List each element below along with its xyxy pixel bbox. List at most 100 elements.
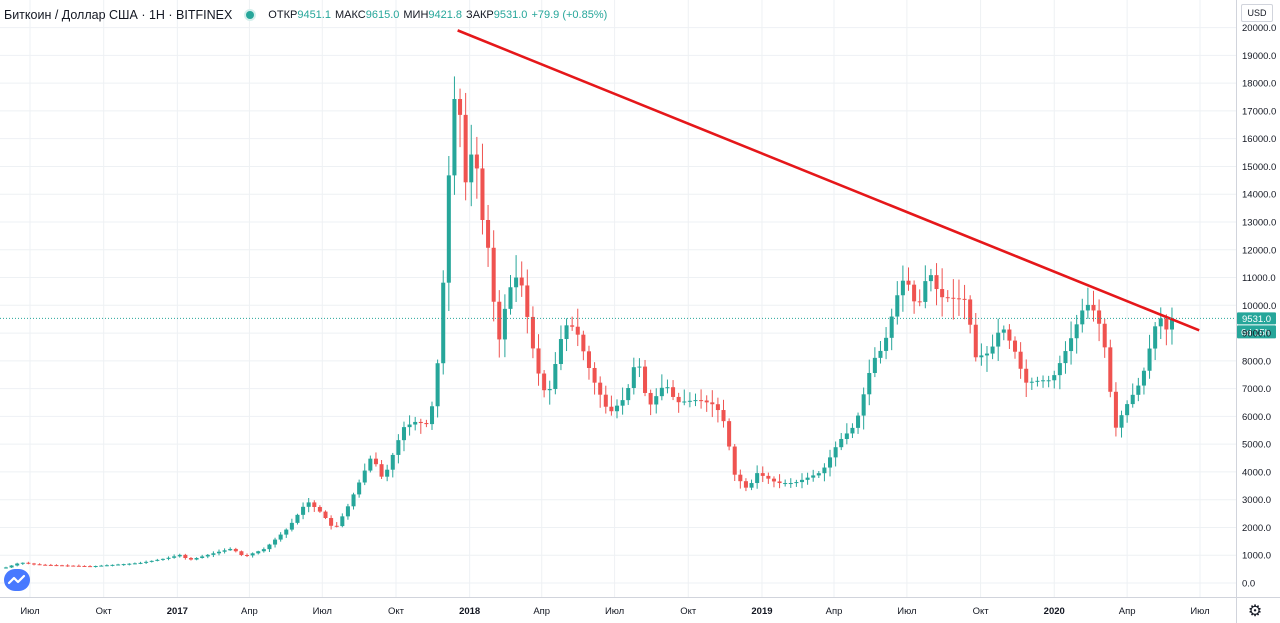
candle-body bbox=[934, 275, 939, 290]
candle-body bbox=[979, 355, 984, 358]
y-tick-label: 15000.0 bbox=[1242, 162, 1276, 173]
candle-body bbox=[177, 554, 182, 557]
x-tick-label: Окт bbox=[973, 606, 990, 617]
candle-body bbox=[671, 387, 676, 397]
candle-body bbox=[620, 400, 625, 406]
candle-body bbox=[1169, 318, 1174, 330]
candle-body bbox=[396, 440, 401, 455]
candle-body bbox=[31, 563, 37, 565]
candle-body bbox=[351, 494, 356, 507]
low-value: 9421.8 bbox=[428, 9, 463, 21]
candle-body bbox=[1057, 363, 1062, 376]
candle-body bbox=[93, 566, 98, 568]
x-tick-label: Июл bbox=[1190, 606, 1209, 617]
candle-body bbox=[693, 400, 698, 402]
candle-body bbox=[626, 388, 631, 401]
candle-body bbox=[816, 473, 821, 476]
candle-body bbox=[592, 367, 597, 383]
candle-body bbox=[250, 553, 255, 556]
candle-body bbox=[278, 534, 283, 540]
candle-body bbox=[54, 565, 59, 567]
candle-body bbox=[284, 529, 289, 535]
candle-body bbox=[1085, 304, 1090, 311]
symbol-title[interactable]: Биткоин / Доллар США · 1Н · BITFINEX bbox=[4, 8, 233, 22]
candle-body bbox=[844, 433, 849, 439]
candle-body bbox=[424, 423, 429, 425]
grid bbox=[0, 0, 1236, 597]
x-tick-label: Апр bbox=[826, 606, 843, 617]
candle-body bbox=[20, 562, 25, 564]
candle-body bbox=[1119, 415, 1124, 428]
candle-body bbox=[609, 406, 614, 412]
candle-body bbox=[301, 506, 306, 515]
candle-body bbox=[900, 280, 905, 296]
candle-body bbox=[385, 469, 390, 477]
tradingview-logo-icon[interactable] bbox=[4, 569, 30, 591]
candle-body bbox=[1164, 318, 1169, 330]
candle-body bbox=[429, 406, 435, 425]
candle-body bbox=[1018, 351, 1023, 369]
candle-body bbox=[648, 392, 653, 405]
candle-body bbox=[491, 247, 496, 302]
candle-body bbox=[822, 467, 827, 474]
countdown-tag-label: 6d 15h bbox=[1241, 327, 1270, 338]
currency-button[interactable]: USD bbox=[1241, 4, 1273, 22]
x-tick-label: Июл bbox=[313, 606, 332, 617]
candle-body bbox=[951, 297, 956, 299]
candle-body bbox=[132, 563, 137, 565]
candle-body bbox=[878, 350, 883, 358]
candle-body bbox=[665, 387, 670, 389]
candle-body bbox=[222, 550, 227, 552]
candle-body bbox=[116, 564, 121, 566]
candle-body bbox=[43, 564, 48, 566]
candle-body bbox=[82, 565, 87, 567]
candle-body bbox=[256, 551, 261, 554]
candle-body bbox=[1108, 347, 1113, 392]
candles bbox=[3, 76, 1174, 569]
candle-body bbox=[205, 554, 210, 557]
x-tick-label: Апр bbox=[1119, 606, 1136, 617]
candle-body bbox=[26, 562, 31, 564]
gear-icon[interactable]: ⚙ bbox=[1247, 603, 1263, 620]
candle-body bbox=[1024, 368, 1029, 383]
candle-body bbox=[216, 551, 222, 554]
overlay: 9531.0 6d 15h bbox=[0, 29, 1276, 339]
candle-body bbox=[968, 299, 973, 325]
candle-body bbox=[1091, 304, 1096, 311]
candle-body bbox=[413, 421, 418, 425]
candle-body bbox=[536, 348, 541, 374]
candle-body bbox=[811, 475, 816, 478]
candle-body bbox=[699, 400, 704, 402]
trend-line bbox=[457, 29, 1200, 332]
candle-body bbox=[368, 458, 373, 471]
candle-body bbox=[727, 421, 732, 447]
candle-body bbox=[828, 457, 833, 468]
candle-body bbox=[166, 557, 171, 559]
candle-body bbox=[188, 558, 193, 560]
candle-body bbox=[962, 298, 967, 300]
y-tick-label: 13000.0 bbox=[1242, 217, 1276, 228]
candle-body bbox=[390, 454, 395, 470]
candle-body bbox=[334, 525, 339, 527]
candle-body bbox=[637, 366, 642, 368]
x-tick-label: 2019 bbox=[751, 606, 772, 617]
y-tick-label: 12000.0 bbox=[1242, 245, 1276, 256]
candle-body bbox=[1052, 375, 1057, 381]
candle-body bbox=[839, 438, 844, 448]
candle-body bbox=[435, 363, 440, 407]
candle-body bbox=[710, 402, 715, 405]
candle-body bbox=[267, 544, 272, 550]
x-tick-label: 2018 bbox=[459, 606, 480, 617]
candle-body bbox=[973, 324, 978, 358]
y-tick-label: 3000.0 bbox=[1242, 495, 1271, 506]
x-tick-label: Окт bbox=[680, 606, 697, 617]
candle-body bbox=[502, 308, 507, 340]
y-tick-label: 19000.0 bbox=[1242, 51, 1276, 62]
candle-body bbox=[15, 563, 20, 566]
candle-body bbox=[1074, 324, 1079, 339]
candle-body bbox=[149, 560, 154, 562]
candle-body bbox=[9, 565, 14, 568]
candle-body bbox=[833, 447, 838, 458]
y-tick-label: 11000.0 bbox=[1242, 273, 1276, 284]
